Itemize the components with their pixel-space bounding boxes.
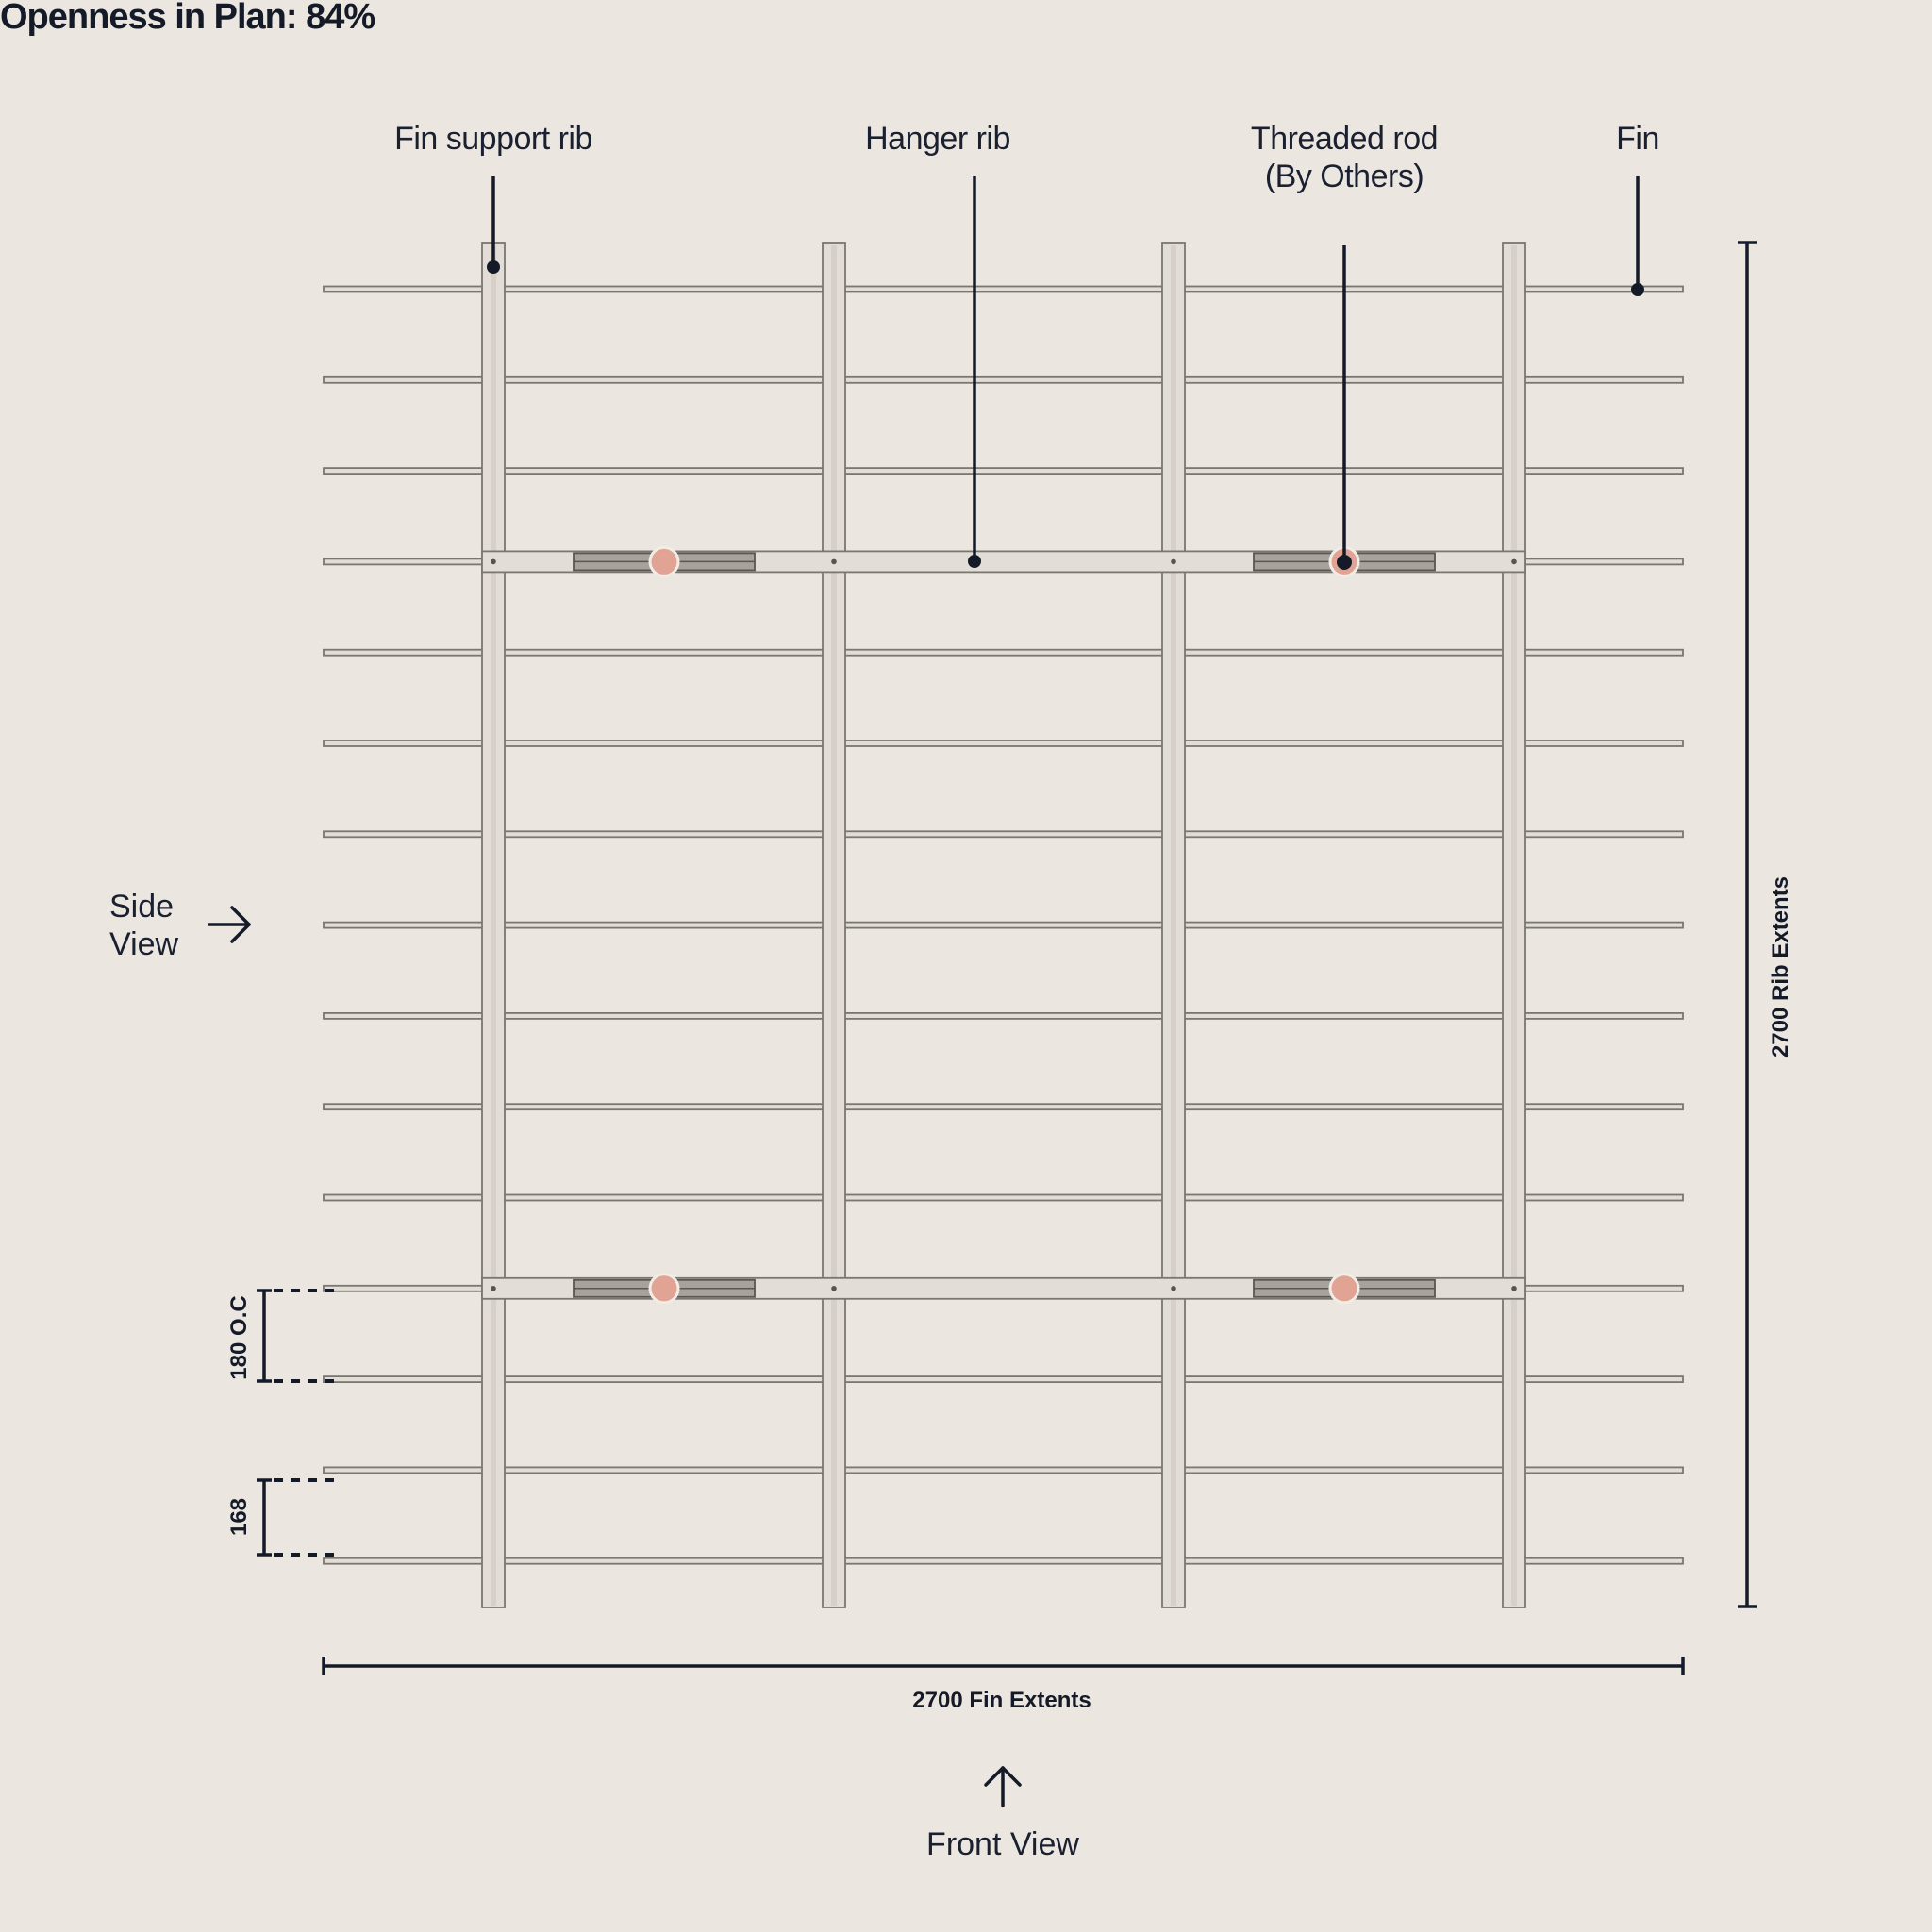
fin xyxy=(323,375,1684,384)
gap-label: 168 xyxy=(226,1498,252,1536)
rib-joint-dot xyxy=(831,1286,837,1291)
fin xyxy=(323,921,1684,929)
fin xyxy=(323,1466,1684,1474)
fin xyxy=(323,1103,1684,1111)
rib-extents-dimension xyxy=(1738,241,1757,1608)
leader-dot-fin-support-rib xyxy=(487,260,500,274)
rib-joint-dot xyxy=(1171,558,1176,565)
label-threaded-rod-line2: (By Others) xyxy=(1265,158,1424,194)
side-view-label-line2: View xyxy=(109,926,179,962)
leader-dot-fin xyxy=(1631,283,1644,296)
fin xyxy=(323,285,1684,293)
label-fin-support-rib: Fin support rib xyxy=(394,121,592,157)
leader-lines xyxy=(487,176,1644,570)
oc-spacing-dimension xyxy=(257,1289,336,1383)
fin-extents-dimension xyxy=(322,1657,1685,1675)
oc-spacing-label: 180 O.C xyxy=(226,1295,252,1379)
side-view-label-line1: Side xyxy=(109,889,174,924)
hanger-ribs-group xyxy=(481,545,1526,1305)
page-title: Openness in Plan: 84% xyxy=(0,0,375,37)
fin-extents-label: 2700 Fin Extents xyxy=(912,1688,1091,1713)
ribs-group xyxy=(481,242,1526,1608)
fin xyxy=(323,740,1684,747)
rib-joint-dot xyxy=(1171,1286,1176,1291)
label-fin: Fin xyxy=(1616,121,1659,157)
fin xyxy=(323,1012,1684,1020)
rib-joint-dot xyxy=(491,1286,496,1291)
rib-joint-dot xyxy=(491,558,496,565)
threaded-rod xyxy=(648,1273,680,1305)
fin xyxy=(323,830,1684,839)
leader-dot-hanger-rib xyxy=(968,555,981,568)
fin xyxy=(323,1557,1684,1565)
threaded-rod xyxy=(648,545,680,577)
arrow-up-icon xyxy=(984,1766,1022,1807)
rib-joint-dot xyxy=(1511,558,1517,565)
arrow-right-icon xyxy=(208,906,251,943)
rib-extents-label: 2700 Rib Extents xyxy=(1768,876,1793,1058)
fins-group xyxy=(323,285,1684,1565)
threaded-rod xyxy=(1328,1273,1360,1305)
fin xyxy=(323,1375,1684,1383)
gap-dimension xyxy=(257,1478,336,1557)
rib-joint-dot xyxy=(1511,1286,1517,1291)
fin xyxy=(323,1193,1684,1202)
label-hanger-rib: Hanger rib xyxy=(865,121,1010,157)
label-threaded-rod-line1: Threaded rod xyxy=(1251,121,1438,157)
fin xyxy=(323,467,1684,475)
fin xyxy=(323,648,1684,657)
rib-joint-dot xyxy=(831,558,837,565)
leader-dot-threaded-rod xyxy=(1337,555,1352,570)
front-view-label: Front View xyxy=(926,1826,1079,1862)
